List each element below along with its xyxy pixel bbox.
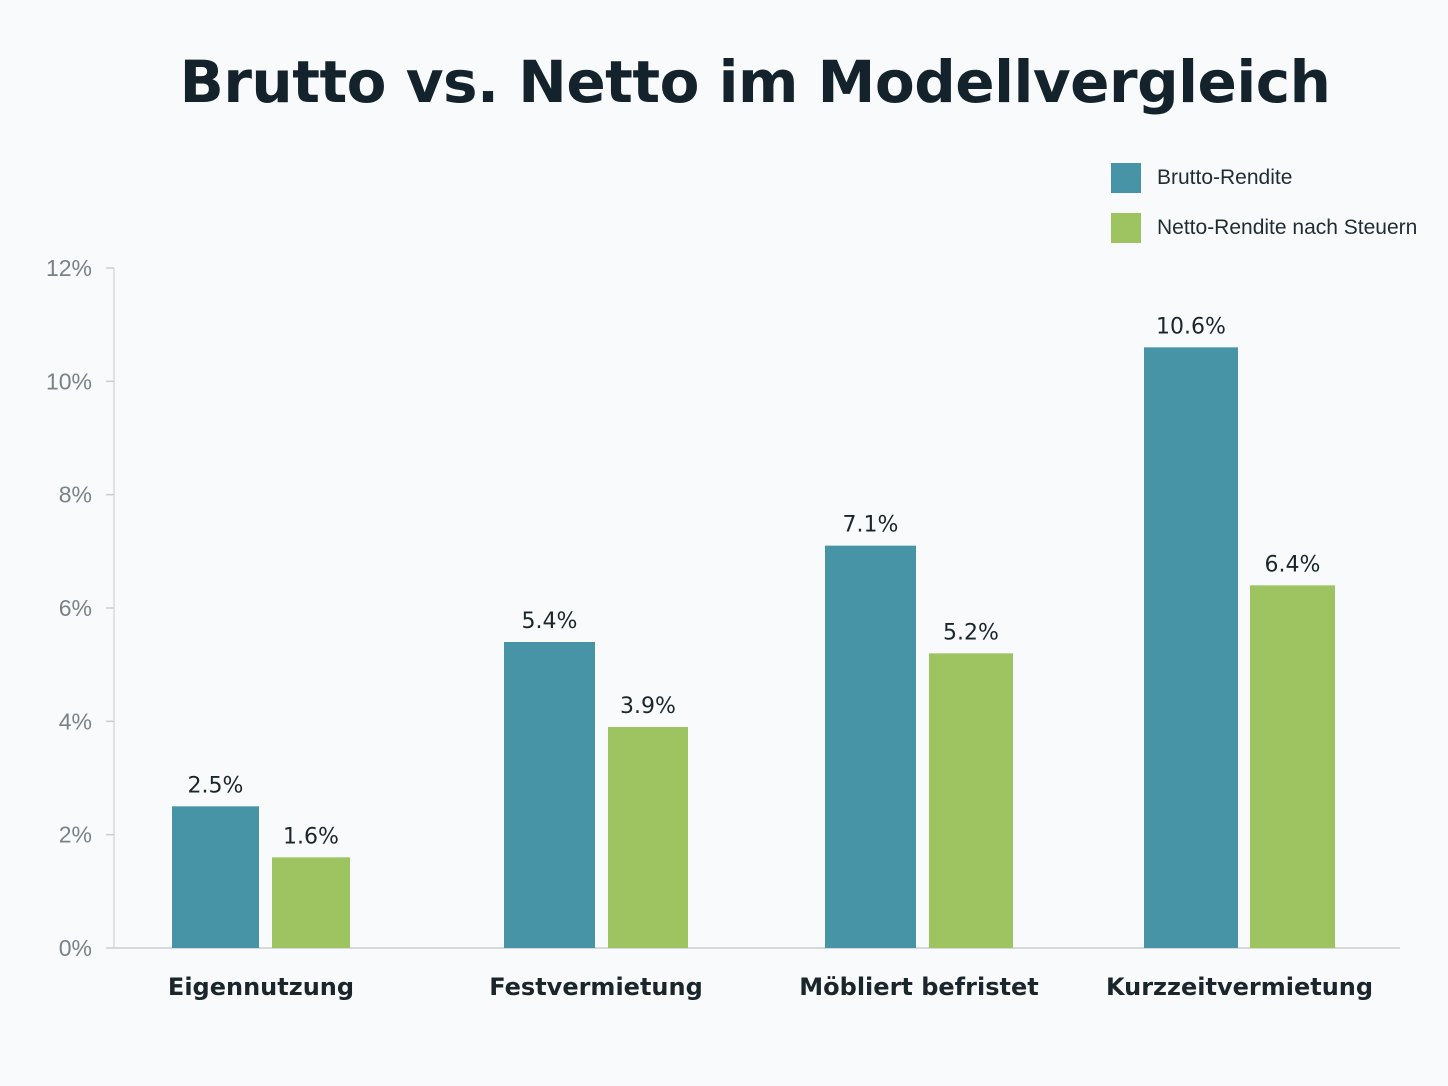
data-label-brutto-0: 2.5% xyxy=(188,773,244,798)
y-tick-label: 2% xyxy=(59,822,92,848)
bars xyxy=(172,347,1335,948)
bar-netto-1 xyxy=(608,727,688,948)
data-label-brutto-3: 10.6% xyxy=(1156,314,1226,339)
y-axis-ticks: 0% 2% 4% 6% 8% 10% 12% xyxy=(46,255,114,961)
category-label-0: Eigennutzung xyxy=(168,973,354,1001)
category-label-3: Kurzzeitvermietung xyxy=(1106,973,1373,1001)
data-label-netto-3: 6.4% xyxy=(1265,552,1321,577)
y-tick-label: 8% xyxy=(59,482,92,508)
bar-brutto-1 xyxy=(504,642,595,948)
bar-brutto-2 xyxy=(825,545,916,948)
bar-brutto-0 xyxy=(172,806,259,948)
y-tick-label: 12% xyxy=(46,255,92,281)
y-tick-label: 10% xyxy=(46,368,92,394)
category-label-2: Möbliert befristet xyxy=(799,973,1038,1001)
bar-netto-3 xyxy=(1250,585,1335,948)
bar-netto-2 xyxy=(929,653,1013,948)
data-label-brutto-2: 7.1% xyxy=(843,513,899,538)
bar-brutto-3 xyxy=(1144,347,1238,948)
data-labels: 2.5% 5.4% 7.1% 10.6% 1.6% 3.9% 5.2% 6.4% xyxy=(188,314,1321,849)
legend-swatch-netto xyxy=(1111,213,1141,243)
category-label-1: Festvermietung xyxy=(489,973,703,1001)
legend-label-netto: Netto-Rendite nach Steuern xyxy=(1157,216,1418,239)
chart-title: Brutto vs. Netto im Modellvergleich xyxy=(179,48,1331,116)
data-label-netto-2: 5.2% xyxy=(943,620,999,645)
data-label-netto-1: 3.9% xyxy=(620,694,676,719)
legend: Brutto-Rendite Netto-Rendite nach Steuer… xyxy=(1111,162,1417,262)
category-labels: Eigennutzung Festvermietung Möbliert befri… xyxy=(168,973,1373,1001)
data-label-netto-0: 1.6% xyxy=(283,824,339,849)
data-label-brutto-1: 5.4% xyxy=(522,609,578,634)
bar-netto-0 xyxy=(272,857,350,948)
legend-item-brutto: Brutto-Rendite xyxy=(1111,162,1417,194)
legend-swatch-brutto xyxy=(1111,163,1141,193)
y-tick-label: 4% xyxy=(59,708,92,734)
legend-item-netto: Netto-Rendite nach Steuern xyxy=(1111,212,1417,244)
legend-label-brutto: Brutto-Rendite xyxy=(1157,166,1293,189)
y-tick-label: 0% xyxy=(59,935,92,961)
y-tick-label: 6% xyxy=(59,595,92,621)
